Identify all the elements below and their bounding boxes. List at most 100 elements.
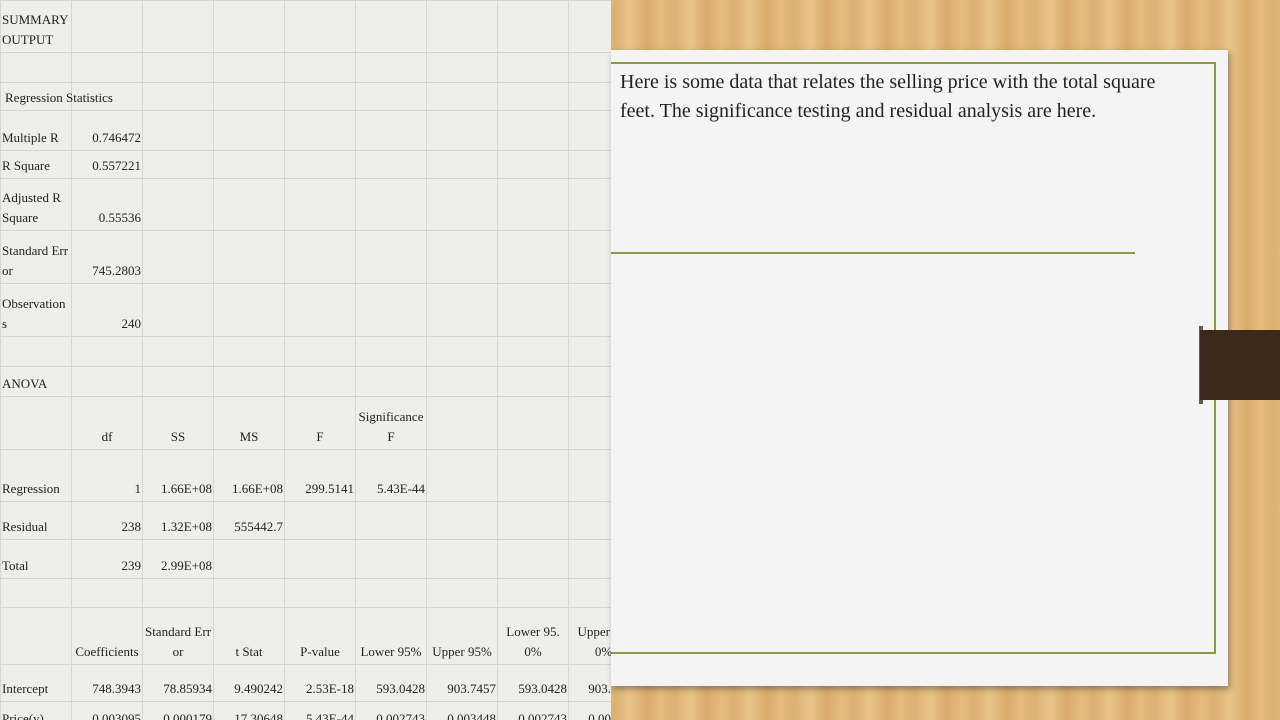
empty-cell [426,578,498,608]
cell: ANOVA [0,366,72,397]
empty-cell [71,578,143,608]
cell: F [284,396,356,450]
empty-cell [568,82,611,111]
cell: 0.003448 [426,701,498,720]
text-card: Here is some data that relates the selli… [611,50,1228,686]
table-row: Standard Error 745.2803 [0,230,611,284]
cell: 9.490242 [213,664,285,702]
cell: Standard Error [142,607,214,665]
cell: 1.66E+08 [142,449,214,502]
empty-cell [497,150,569,179]
cell: 0.002743 [497,701,569,720]
cell: 0.746472 [71,110,143,151]
empty-cell [355,336,427,367]
empty-cell [497,501,569,540]
empty-cell [426,0,498,53]
table-row: R Square 0.557221 [0,150,611,179]
empty-cell [213,150,285,179]
cell: Intercept [0,664,72,702]
spreadsheet: SUMMARY OUTPUT Regression Statistics Multi… [0,0,611,720]
empty-cell [497,539,569,579]
cell: 238 [71,501,143,540]
empty-cell [568,336,611,367]
empty-cell [213,578,285,608]
empty-cell [71,336,143,367]
table-row: Regression Statistics [0,82,611,111]
empty-cell [284,82,356,111]
empty-cell [426,336,498,367]
cell: 0.55536 [71,178,143,231]
empty-cell [355,178,427,231]
empty-cell [426,283,498,337]
empty-cell [213,178,285,231]
cell: Total [0,539,72,579]
cell: 5.43E-44 [355,449,427,502]
cell: 239 [71,539,143,579]
table-row: df SS MS F Significance F [0,396,611,450]
table-row: Intercept 748.3943 78.85934 9.490242 2.53E-1… [0,664,611,702]
cell: 299.5141 [284,449,356,502]
empty-cell [0,396,72,450]
empty-cell [568,230,611,284]
empty-cell [213,539,285,579]
empty-cell [355,52,427,83]
empty-cell [497,336,569,367]
empty-cell [355,110,427,151]
empty-cell [284,110,356,151]
note-text: Here is some data that relates the selli… [620,71,1156,122]
empty-cell [355,230,427,284]
tab [1200,330,1280,400]
empty-cell [142,230,214,284]
empty-cell [568,178,611,231]
cell: 745.2803 [71,230,143,284]
empty-cell [213,283,285,337]
cell: 593.0428 [497,664,569,702]
empty-cell [284,150,356,179]
cell: 0.000179 [142,701,214,720]
empty-cell [284,366,356,397]
empty-cell [426,366,498,397]
empty-cell [284,578,356,608]
empty-cell [284,0,356,53]
cell: Adjusted R Square [0,178,72,231]
empty-cell [497,110,569,151]
table-row: Residual 238 1.32E+08 555442.7 [0,501,611,540]
cell: 0.003095 [71,701,143,720]
empty-cell [568,52,611,83]
table-row: Observations 240 [0,283,611,337]
table-row: Adjusted R Square 0.55536 [0,178,611,231]
cell: 5.43E-44 [284,701,356,720]
empty-cell [568,449,611,502]
empty-cell [355,501,427,540]
empty-cell [426,230,498,284]
empty-cell [142,578,214,608]
cell: Standard Error [0,230,72,284]
table-row: SUMMARY OUTPUT [0,0,611,53]
empty-cell [142,150,214,179]
cell: Observations [0,283,72,337]
empty-cell [426,82,498,111]
empty-cell [284,283,356,337]
empty-cell [284,501,356,540]
empty-cell [568,366,611,397]
empty-cell [568,283,611,337]
empty-cell [0,52,72,83]
empty-cell [142,0,214,53]
cell: 17.30648 [213,701,285,720]
cell: 0.003448 [568,701,611,720]
cell: Regression Statistics [0,82,113,111]
table-row: Coefficients Standard Error t Stat P-value L… [0,607,611,665]
empty-cell [426,52,498,83]
empty-cell [142,52,214,83]
empty-cell [142,366,214,397]
empty-cell [426,178,498,231]
table-row: Regression 1 1.66E+08 1.66E+08 299.5141 5.43E… [0,449,611,502]
empty-cell [0,607,72,665]
cell: Multiple R [0,110,72,151]
empty-cell [426,539,498,579]
empty-cell [284,230,356,284]
empty-cell [568,539,611,579]
empty-cell [284,336,356,367]
empty-cell [568,396,611,450]
